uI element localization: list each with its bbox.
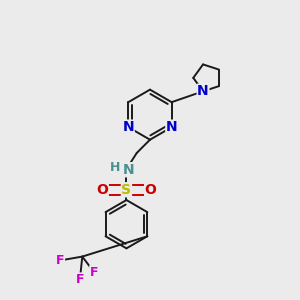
Text: F: F xyxy=(56,254,64,267)
Text: N: N xyxy=(166,120,178,134)
Text: F: F xyxy=(90,266,98,279)
Text: F: F xyxy=(76,273,84,286)
Text: S: S xyxy=(122,183,131,197)
Text: H: H xyxy=(110,161,120,174)
Text: N: N xyxy=(122,120,134,134)
Text: O: O xyxy=(96,183,108,197)
Text: N: N xyxy=(123,163,135,177)
Text: N: N xyxy=(197,84,209,98)
Text: O: O xyxy=(145,183,157,197)
